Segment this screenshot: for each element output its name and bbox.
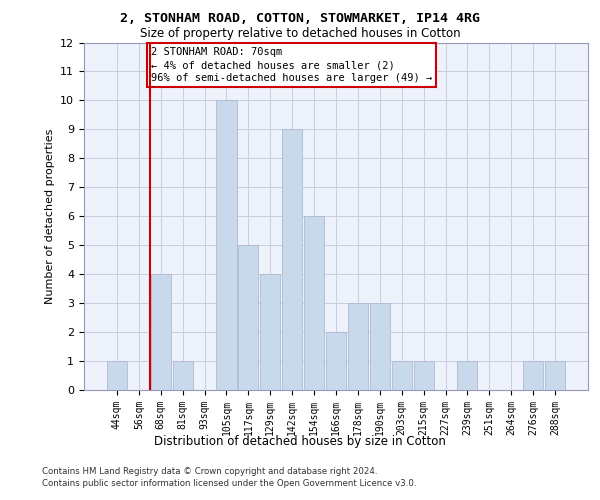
Bar — [107, 361, 127, 390]
Text: Contains HM Land Registry data © Crown copyright and database right 2024.: Contains HM Land Registry data © Crown c… — [42, 468, 377, 476]
Text: 2, STONHAM ROAD, COTTON, STOWMARKET, IP14 4RG: 2, STONHAM ROAD, COTTON, STOWMARKET, IP1… — [120, 12, 480, 26]
Text: Distribution of detached houses by size in Cotton: Distribution of detached houses by size … — [154, 435, 446, 448]
Text: Contains public sector information licensed under the Open Government Licence v3: Contains public sector information licen… — [42, 479, 416, 488]
Y-axis label: Number of detached properties: Number of detached properties — [44, 128, 55, 304]
Bar — [238, 245, 259, 390]
Bar — [173, 361, 193, 390]
Bar — [151, 274, 171, 390]
Bar — [260, 274, 280, 390]
Text: 2 STONHAM ROAD: 70sqm
← 4% of detached houses are smaller (2)
96% of semi-detach: 2 STONHAM ROAD: 70sqm ← 4% of detached h… — [151, 47, 432, 83]
Text: Size of property relative to detached houses in Cotton: Size of property relative to detached ho… — [140, 28, 460, 40]
Bar — [413, 361, 434, 390]
Bar — [457, 361, 478, 390]
Bar — [370, 303, 390, 390]
Bar — [348, 303, 368, 390]
Bar — [326, 332, 346, 390]
Bar — [217, 100, 236, 390]
Bar — [304, 216, 324, 390]
Bar — [523, 361, 543, 390]
Bar — [545, 361, 565, 390]
Bar — [392, 361, 412, 390]
Bar — [282, 130, 302, 390]
